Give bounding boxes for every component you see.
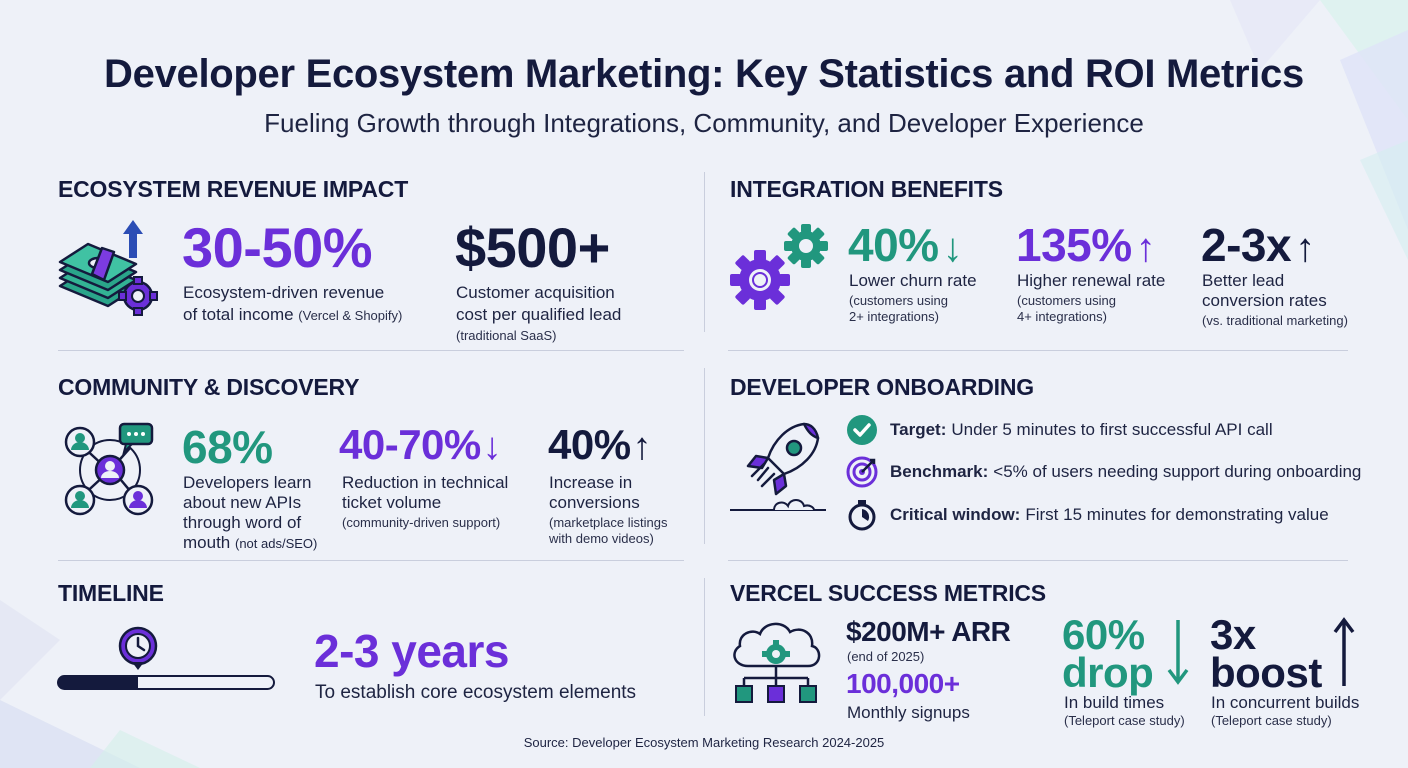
revenue-stat1-note: (Vercel & Shopify) [298,308,403,323]
integration-heading: INTEGRATION BENEFITS [730,176,1003,202]
vercel-drop-label: In build times [1064,693,1165,712]
integration-stat2-value: 135% ↑ [1016,219,1156,271]
community-stat3-note2: with demo videos) [549,531,654,546]
community-stat2-l2: ticket volume [342,493,442,512]
vercel-drop-line1: 60% [1062,611,1145,658]
onboarding-item-window-text: First 15 minutes for demonstrating value [1025,505,1329,524]
integration-stat3-value: 2-3x ↑ [1201,222,1315,268]
source-footnote: Source: Developer Ecosystem Marketing Re… [523,735,885,750]
revenue-stat2-label1: Customer acquisition [456,283,615,302]
cloud-network-icon [733,622,821,703]
rocket-icon [730,422,826,511]
timeline-value: 2-3 years [314,625,510,677]
community-stat1-value: 68% [182,421,273,473]
center-divider-bottom [704,578,705,716]
onboarding-item-benchmark: Benchmark: <5% of users needing support … [846,456,1361,488]
timeline-heading: TIMELINE [58,580,164,606]
onboarding-item-target-label: Target: [890,420,947,439]
community-stat1-l2: about new APIs [183,493,302,512]
up-arrow-icon [1333,617,1355,686]
vercel-arr-value: $200M+ ARR [846,616,1011,647]
revenue-heading: ECOSYSTEM REVENUE IMPACT [58,176,409,202]
vercel-heading: VERCEL SUCCESS METRICS [730,580,1046,606]
integration-stat3-label2: conversion rates [1202,291,1327,310]
vercel-boost-label: In concurrent builds [1211,693,1360,712]
community-stat1-l1: Developers learn [183,473,312,492]
revenue-stat2-value: $500+ [455,216,610,279]
onboarding-heading: DEVELOPER ONBOARDING [730,374,1034,400]
community-heading: COMMUNITY & DISCOVERY [58,374,360,400]
integration-stat2-note1: (customers using [1017,293,1116,308]
community-stat2-l1: Reduction in technical [342,473,509,492]
integration-stat3-number: 2-3x [1201,219,1292,271]
community-stat3-l2: conversions [549,493,640,512]
revenue-stat1-label1: Ecosystem-driven revenue [183,283,385,302]
target-icon [846,456,878,488]
community-stat1-l4-text: mouth [183,533,231,552]
down-arrow-icon: ↓ [482,426,502,468]
community-stat1-note: (not ads/SEO) [234,536,318,551]
onboarding-item-target-text: Under 5 minutes to first successful API … [951,420,1273,439]
integration-stat1-note1: (customers using [849,293,948,308]
vercel-boost-line2: boost [1210,649,1322,696]
vercel-boost-note: (Teleport case study) [1211,713,1332,728]
onboarding-item-window-label: Critical window: [890,505,1021,524]
revenue-stat1-value: 30-50% [182,216,373,279]
community-stat2-note: (community-driven support) [342,515,501,530]
vercel-drop-line2: drop [1062,649,1154,696]
divider-right-1 [728,350,1348,351]
onboarding-item-benchmark-label: Benchmark: [890,462,989,481]
revenue-stat2-label2: cost per qualified lead [456,305,622,324]
divider-right-2 [728,560,1348,561]
vercel-drop-value: 60% drop [1062,611,1154,696]
up-arrow-icon: ↑ [1295,226,1315,270]
timeline-progress-icon [57,626,275,690]
integration-stat2-note2: 4+ integrations) [1017,309,1107,324]
vercel-boost-line1: 3x [1210,611,1256,658]
integration-stat3-label1: Better lead [1202,271,1285,290]
integration-stat1-note2: 2+ integrations) [849,309,939,324]
vercel-signups-value: 100,000+ [846,668,960,699]
integration-stat2-number: 135% [1016,219,1132,271]
community-stat3-note1: (marketplace listings [549,515,668,530]
down-arrow-icon: ↓ [942,226,963,270]
vercel-arr-note: (end of 2025) [847,649,925,664]
page-subtitle: Fueling Growth through Integrations, Com… [264,108,1144,138]
integration-stat1-value: 40% ↓ [848,219,963,271]
integration-stat3-note: (vs. traditional marketing) [1202,313,1348,328]
gears-icon [730,224,828,310]
check-circle-icon [846,414,878,446]
revenue-stat1-label2: of total income (Vercel & Shopify) [183,305,402,325]
money-gear-icon [58,220,158,316]
stopwatch-icon [846,499,878,531]
community-stat3-value: 40%↑ [548,421,652,468]
divider-left-1 [58,350,684,351]
revenue-stat2-note: (traditional SaaS) [456,328,557,343]
center-divider-top [704,172,705,332]
integration-stat2-label: Higher renewal rate [1017,271,1166,290]
integration-stat1-label: Lower churn rate [849,271,977,290]
down-arrow-icon [1167,620,1189,685]
divider-left-2 [58,560,684,561]
community-stat1-l4: mouth (not ads/SEO) [183,533,317,554]
community-stat3-l1: Increase in [549,473,633,492]
vercel-drop-note: (Teleport case study) [1064,713,1185,728]
community-stat1-l3: through word of [183,513,302,532]
onboarding-item-benchmark-text: <5% of users needing support during onbo… [993,462,1362,481]
onboarding-item-target: Target: Under 5 minutes to first success… [846,414,1273,446]
page-title: Developer Ecosystem Marketing: Key Stati… [104,52,1304,96]
vercel-boost-value: 3x boost [1210,611,1322,696]
community-stat2-number: 40-70% [339,421,481,468]
community-network-icon [64,422,154,516]
vercel-signups-label: Monthly signups [847,703,970,722]
center-divider-mid [704,368,705,544]
timeline-label: To establish core ecosystem elements [315,682,637,703]
up-arrow-icon: ↑ [1135,226,1156,270]
community-stat2-value: 40-70%↓ [339,421,502,468]
onboarding-item-window: Critical window: First 15 minutes for de… [846,499,1329,531]
revenue-stat1-label2-text: of total income [183,305,294,324]
integration-stat1-number: 40% [848,219,939,271]
community-stat3-number: 40% [548,421,631,468]
up-arrow-icon: ↑ [632,426,652,468]
